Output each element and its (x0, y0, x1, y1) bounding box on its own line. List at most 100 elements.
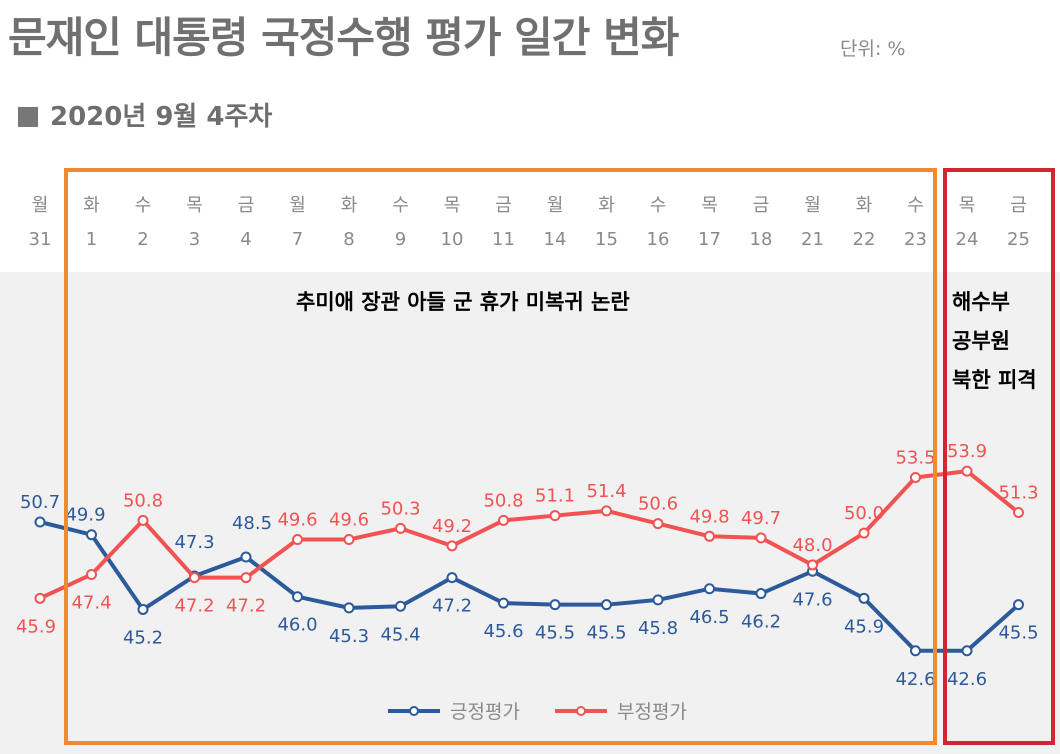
x-tick-weekday: 월 (547, 195, 564, 216)
series-line-negative (39, 469, 1020, 601)
data-point (807, 559, 818, 571)
legend-label: 부정평가 (617, 701, 687, 723)
data-point (498, 597, 509, 609)
data-point (343, 533, 355, 545)
data-label: 42.6 (895, 669, 935, 690)
x-tick-weekday: 목 (959, 195, 976, 216)
data-label: 50.6 (638, 494, 678, 515)
data-label: 46.2 (741, 612, 781, 633)
data-label: 45.5 (586, 623, 626, 644)
data-point (755, 588, 767, 600)
x-tick-weekday: 화 (83, 195, 100, 216)
x-tick-label: 14 (544, 229, 567, 250)
series-line-positive (39, 520, 1020, 653)
data-point (240, 551, 252, 563)
x-tick-label: 24 (956, 229, 979, 250)
x-tick-weekday: 화 (341, 195, 358, 216)
legend-item-negative: 부정평가 (553, 697, 687, 724)
data-label: 45.4 (380, 624, 420, 645)
data-point (137, 603, 149, 615)
annotation-side-line: 해수부 (952, 290, 1010, 314)
x-tick-label: 11 (492, 229, 515, 250)
data-label: 42.6 (947, 669, 987, 690)
annotation-side-line: 공부원 (952, 329, 1010, 353)
x-tick-weekday: 목 (444, 195, 461, 216)
data-point (395, 522, 406, 534)
data-label: 53.9 (947, 441, 987, 462)
data-label: 50.0 (844, 503, 884, 524)
data-point (858, 527, 870, 539)
square-bullet-icon (18, 107, 38, 127)
x-tick-label: 16 (647, 229, 670, 250)
data-point (1013, 506, 1024, 518)
data-point (652, 518, 664, 530)
data-label: 49.7 (741, 508, 781, 529)
x-tick-weekday: 목 (186, 195, 203, 216)
data-label: 45.2 (123, 627, 163, 648)
x-tick-label: 22 (853, 229, 876, 250)
data-label: 45.3 (329, 626, 369, 647)
data-label: 46.0 (277, 615, 317, 636)
data-label: 47.2 (174, 596, 214, 617)
x-tick-label: 25 (1007, 229, 1030, 250)
x-tick-label: 8 (343, 229, 354, 250)
x-tick-label: 3 (189, 229, 200, 250)
x-tick-weekday: 금 (238, 195, 255, 216)
annotation-side-line: 북한 피격 (952, 368, 1037, 392)
data-label: 45.6 (483, 621, 523, 642)
chart-title: 문재인 대통령 국정수행 평가 일간 변화 (8, 13, 679, 62)
data-point (189, 572, 200, 584)
data-point (601, 505, 612, 517)
x-tick-label: 17 (698, 229, 721, 250)
data-point (910, 471, 921, 483)
data-label: 47.6 (792, 589, 832, 610)
data-label: 49.6 (277, 509, 317, 530)
data-point (549, 510, 561, 522)
x-tick-label: 4 (240, 229, 251, 250)
data-point (137, 514, 149, 526)
data-point (755, 532, 767, 544)
data-point (292, 591, 303, 603)
data-label: 51.3 (998, 482, 1038, 503)
x-tick-weekday: 수 (907, 195, 924, 216)
legend-negative-line-icon (555, 705, 607, 716)
data-label: 51.1 (535, 486, 575, 507)
data-label: 47.4 (71, 592, 111, 613)
data-point (395, 600, 406, 612)
data-label: 49.2 (432, 516, 472, 537)
data-label: 50.8 (123, 490, 163, 511)
x-tick-label: 31 (29, 229, 52, 250)
data-point (86, 568, 97, 580)
legend-positive-line-icon (388, 705, 440, 716)
x-tick-label: 23 (904, 229, 927, 250)
data-point (34, 516, 46, 528)
data-point (704, 530, 715, 542)
x-tick-label: 21 (801, 229, 824, 250)
x-tick-label: 10 (441, 229, 464, 250)
x-tick-weekday: 금 (1010, 195, 1027, 216)
x-tick-weekday: 금 (495, 195, 512, 216)
x-tick-weekday: 화 (856, 195, 873, 216)
data-point (292, 533, 303, 545)
annotation-side: 해수부 공부원 북한 피격 (952, 283, 1037, 400)
x-tick-label: 7 (292, 229, 303, 250)
x-tick-label: 9 (395, 229, 406, 250)
data-label: 47.3 (174, 532, 214, 553)
chart-subtitle: 2020년 9월 4주차 (18, 96, 272, 133)
x-tick-weekday: 월 (32, 195, 49, 216)
data-label: 50.3 (380, 498, 420, 519)
data-label: 47.2 (226, 596, 266, 617)
orange-highlight-box (64, 168, 937, 745)
x-tick-weekday: 목 (701, 195, 718, 216)
data-label: 50.7 (20, 492, 60, 513)
data-label: 50.8 (483, 490, 523, 511)
x-tick-weekday: 수 (650, 195, 667, 216)
data-point (704, 583, 715, 595)
data-point (343, 602, 355, 614)
data-point (446, 540, 458, 552)
x-tick-label: 2 (137, 229, 148, 250)
x-tick-label: 1 (86, 229, 97, 250)
legend-label: 긍정평가 (450, 701, 520, 723)
data-label: 48.5 (232, 513, 272, 534)
